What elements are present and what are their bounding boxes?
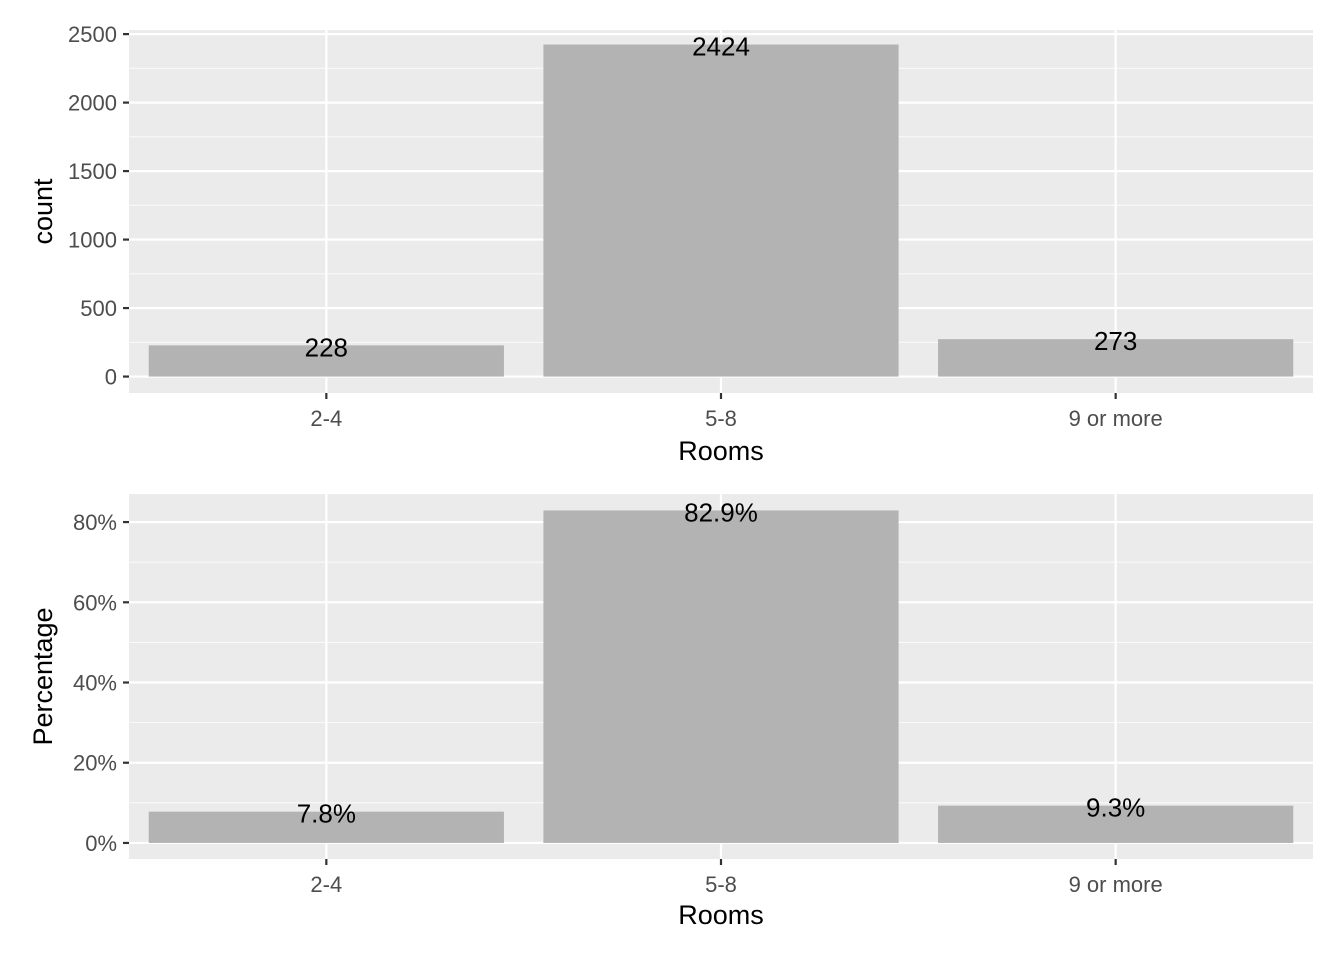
- y-tick-label: 2500: [68, 22, 117, 47]
- bar-9-or-more: [938, 339, 1294, 377]
- y-tick-label: 500: [80, 296, 117, 321]
- x-tick-label: 2-4: [310, 872, 342, 897]
- data-label: 9.3%: [1086, 793, 1145, 823]
- y-axis-title: Percentage: [28, 607, 58, 745]
- data-label: 2424: [692, 32, 750, 62]
- y-tick-label: 1000: [68, 228, 117, 253]
- x-axis-title: Rooms: [678, 900, 764, 930]
- y-tick-label: 40%: [73, 671, 117, 696]
- x-tick-label: 5-8: [705, 406, 737, 431]
- y-tick-label: 20%: [73, 751, 117, 776]
- chart-panel-2: 0% 20% 40% 60% 80% 7.8% 82.9% 9.3% 2-4 5-8 9 or mo…: [28, 494, 1313, 930]
- x-tick-label: 2-4: [310, 406, 342, 431]
- y-tick-label: 0: [105, 365, 117, 390]
- bar-2-4: [148, 345, 504, 377]
- data-label: 82.9%: [684, 497, 758, 527]
- x-axis-title: Rooms: [678, 436, 764, 466]
- data-label: 7.8%: [297, 799, 356, 829]
- x-tick-label: 9 or more: [1069, 872, 1163, 897]
- bar-9-or-more: [938, 805, 1294, 843]
- y-tick-label: 0%: [85, 831, 117, 856]
- chart-panel-1: 0 500 1000 1500 2000 2500 228 2424 273 2-4 5-8 9 or…: [28, 22, 1313, 466]
- y-tick-label: 60%: [73, 590, 117, 615]
- bar-5-8: [543, 44, 899, 377]
- bar-5-8: [543, 510, 899, 843]
- x-tick-label: 9 or more: [1069, 406, 1163, 431]
- y-tick-label: 2000: [68, 91, 117, 116]
- y-tick-label: 1500: [68, 159, 117, 184]
- data-label: 228: [305, 332, 348, 362]
- y-axis-title: count: [28, 178, 58, 245]
- y-tick-label: 80%: [73, 510, 117, 535]
- bar-2-4: [148, 811, 504, 843]
- data-label: 273: [1094, 326, 1137, 356]
- x-tick-label: 5-8: [705, 872, 737, 897]
